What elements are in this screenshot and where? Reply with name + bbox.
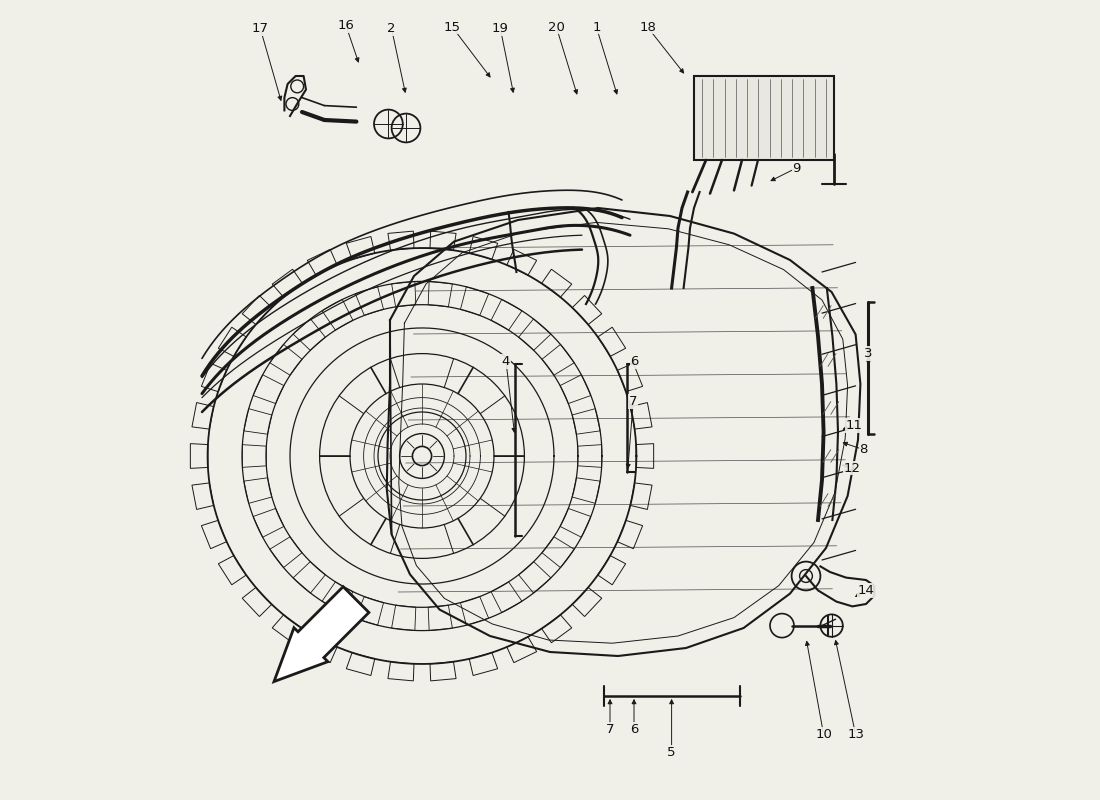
Text: 2: 2 bbox=[387, 22, 396, 35]
Text: 6: 6 bbox=[630, 355, 639, 368]
Text: 16: 16 bbox=[338, 19, 354, 32]
Text: 7: 7 bbox=[629, 395, 638, 408]
Text: 14: 14 bbox=[858, 584, 874, 597]
Text: 9: 9 bbox=[792, 162, 801, 174]
Text: 12: 12 bbox=[844, 462, 861, 474]
Text: 6: 6 bbox=[630, 723, 638, 736]
Text: 4: 4 bbox=[502, 355, 510, 368]
Text: 13: 13 bbox=[847, 728, 865, 741]
Text: 10: 10 bbox=[815, 728, 832, 741]
Text: 5: 5 bbox=[668, 746, 675, 758]
Text: 18: 18 bbox=[639, 21, 656, 34]
Text: 15: 15 bbox=[444, 21, 461, 34]
Text: 1: 1 bbox=[592, 21, 601, 34]
Bar bbox=[694, 76, 834, 160]
Text: 20: 20 bbox=[548, 21, 564, 34]
Text: 7: 7 bbox=[606, 723, 614, 736]
Polygon shape bbox=[274, 586, 368, 682]
Text: 11: 11 bbox=[846, 419, 862, 432]
Text: 19: 19 bbox=[492, 22, 509, 35]
Text: 3: 3 bbox=[865, 347, 872, 360]
Text: 17: 17 bbox=[252, 22, 268, 35]
Text: 8: 8 bbox=[859, 443, 868, 456]
